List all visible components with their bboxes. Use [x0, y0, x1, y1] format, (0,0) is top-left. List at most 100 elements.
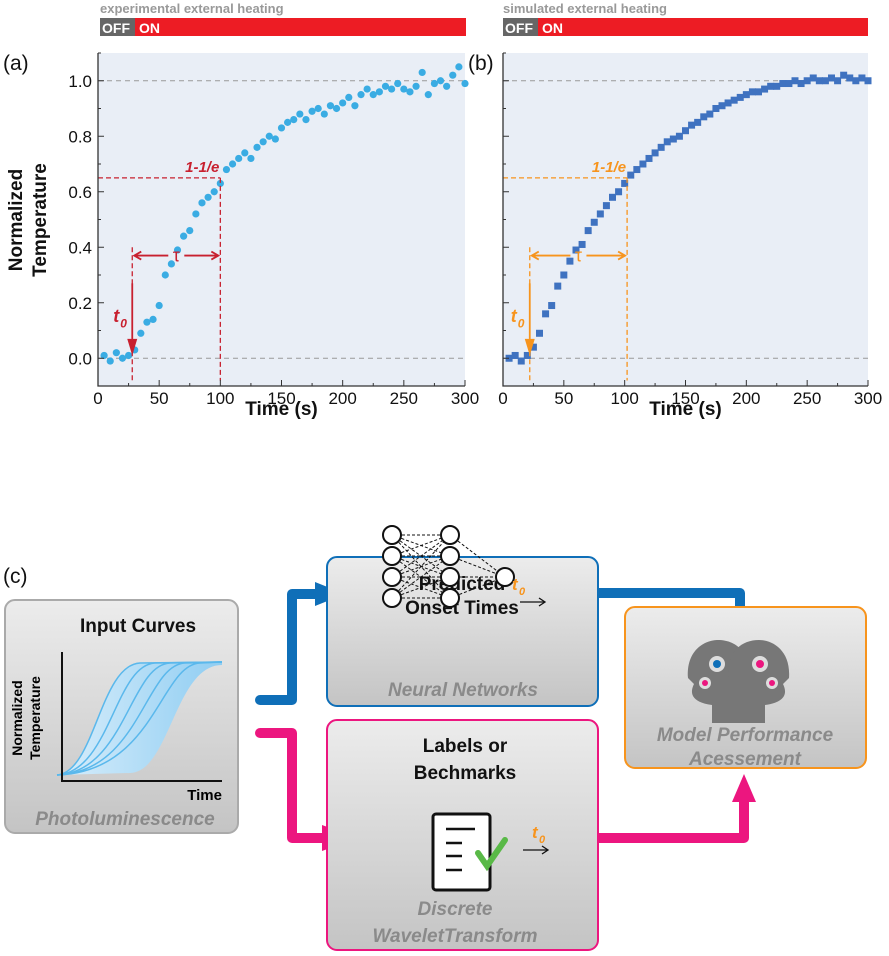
- data-point: [369, 91, 377, 99]
- nn-output-sub: 0: [519, 586, 526, 598]
- data-point: [700, 113, 708, 121]
- data-point: [609, 193, 616, 201]
- data-point: [657, 143, 665, 151]
- tau-label: τ: [575, 246, 582, 266]
- data-point: [143, 318, 151, 326]
- data-point: [846, 74, 854, 82]
- heating-title: simulated external heating: [503, 1, 667, 16]
- e-level-label: 1-1/e: [185, 159, 219, 176]
- off-segment: [100, 18, 135, 36]
- data-point: [161, 271, 169, 279]
- x-tick-label: 250: [793, 389, 821, 408]
- data-point: [118, 354, 127, 362]
- t0-label-sub: 0: [120, 317, 127, 331]
- data-point: [375, 88, 383, 96]
- y-axis-label-line1: Normalized: [6, 169, 27, 271]
- data-point: [302, 116, 310, 124]
- tau-label-gap: [168, 253, 185, 258]
- nn-node: [382, 546, 402, 566]
- panel-label-b: (b): [468, 52, 494, 75]
- data-point: [284, 118, 292, 126]
- neural-network-box: Predicted Onset Times t 0 Neural Network…: [326, 525, 599, 707]
- labels-caption-line1: Discrete: [418, 899, 493, 920]
- data-point: [675, 132, 683, 140]
- data-point: [852, 77, 860, 85]
- data-point: [235, 154, 243, 163]
- pink-arrowhead: [732, 774, 756, 802]
- input-xlabel: Time: [187, 787, 222, 804]
- labels-caption-line2: WaveletTransform: [372, 926, 537, 947]
- data-point: [529, 343, 537, 351]
- off-label: OFF: [505, 20, 533, 36]
- on-label: ON: [542, 20, 563, 36]
- data-point: [314, 104, 322, 113]
- labels-output-t: t: [532, 823, 539, 842]
- data-point: [596, 210, 604, 218]
- data-point: [204, 193, 212, 201]
- nn-edge: [391, 534, 451, 599]
- data-point: [536, 329, 543, 337]
- nn-edge: [391, 576, 451, 599]
- input-ylabel-line2: Temperature: [27, 676, 43, 760]
- data-point: [554, 282, 562, 290]
- data-point: [406, 88, 414, 96]
- panel-label-c: (c): [3, 565, 28, 588]
- data-point: [308, 107, 316, 115]
- y-axis-label-line2: Temperature: [30, 163, 51, 277]
- nn-node: [382, 588, 402, 608]
- t0-label: t: [113, 306, 120, 326]
- heads-with-gears-icon: [687, 640, 790, 723]
- t0-arrowhead: [127, 338, 138, 356]
- data-point: [712, 105, 720, 112]
- x-tick-label: 200: [328, 389, 356, 408]
- nn-edge: [449, 534, 506, 578]
- nn-node: [382, 525, 402, 545]
- data-point: [566, 257, 574, 265]
- y-tick-label: 1.0: [68, 72, 92, 91]
- data-point: [864, 77, 872, 85]
- input-ylabel-line1: Normalized: [9, 680, 25, 755]
- data-point: [706, 110, 714, 118]
- data-point: [803, 77, 811, 85]
- data-point: [791, 77, 799, 85]
- x-axis-label: Time (s): [649, 399, 722, 420]
- input-caption: Photoluminescence: [35, 809, 215, 830]
- data-point: [436, 77, 445, 85]
- data-point: [100, 351, 108, 360]
- nn-output-node: [495, 567, 515, 587]
- data-point: [247, 154, 255, 163]
- data-point: [259, 138, 267, 146]
- data-point: [443, 82, 451, 90]
- data-point: [773, 82, 781, 90]
- data-point: [180, 232, 188, 240]
- data-point: [357, 91, 365, 99]
- data-point: [461, 79, 469, 88]
- document-check-icon: [431, 812, 508, 892]
- data-point: [345, 93, 353, 101]
- data-point: [173, 246, 182, 254]
- tau-label: τ: [173, 246, 180, 266]
- data-point: [430, 79, 439, 88]
- on-label: ON: [139, 20, 160, 36]
- data-point: [542, 310, 550, 318]
- data-point: [779, 80, 787, 88]
- x-tick-label: 100: [610, 389, 638, 408]
- data-point: [560, 271, 568, 279]
- data-point: [186, 227, 194, 235]
- data-point: [682, 127, 689, 135]
- tau-arrowheads: [529, 250, 627, 261]
- data-point: [809, 74, 817, 82]
- x-tick-label: 200: [732, 389, 760, 408]
- data-point: [797, 80, 805, 88]
- heating-title: experimental external heating: [100, 1, 284, 16]
- e-level-label: 1-1/e: [592, 159, 626, 176]
- t0-label-sub: 0: [518, 317, 525, 331]
- heating-bar-a: experimental external heating OFF ON: [100, 1, 466, 36]
- t0-label: t: [511, 306, 518, 326]
- data-point: [821, 77, 829, 85]
- nn-edge: [391, 555, 451, 599]
- y-tick-label: 0.2: [68, 294, 92, 313]
- plot-area: [503, 53, 868, 386]
